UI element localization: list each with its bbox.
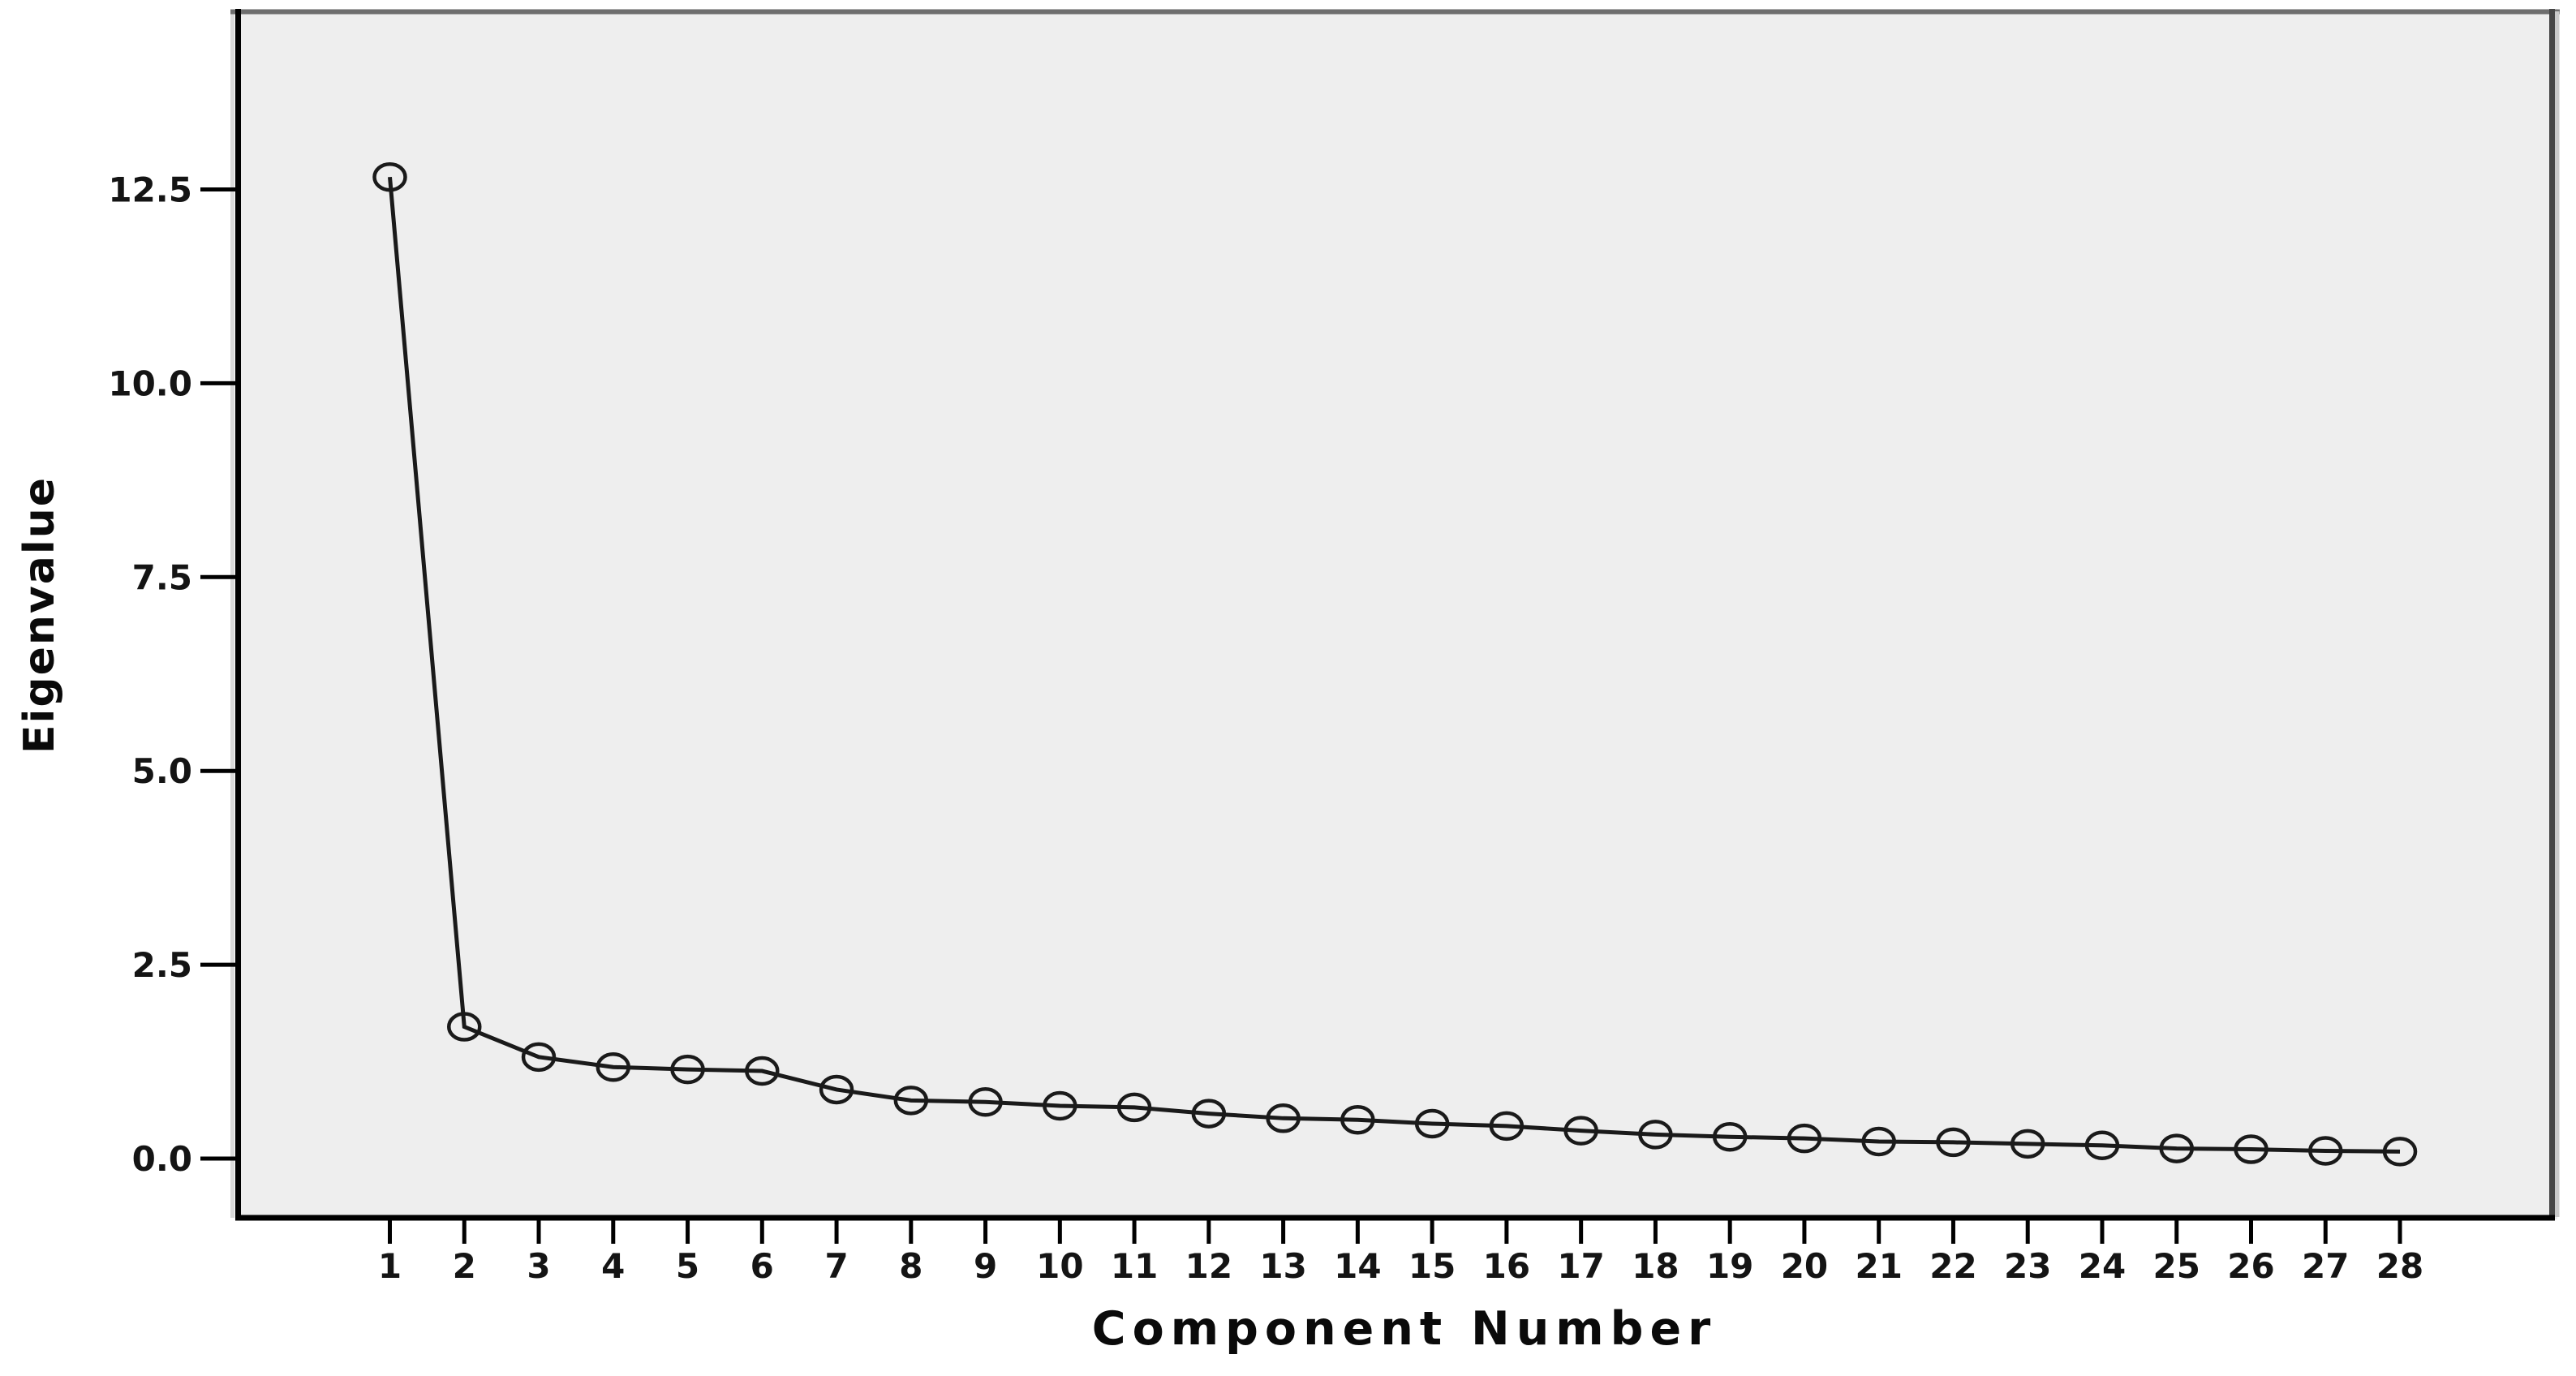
x-tick-label: 28 [2376, 1246, 2423, 1286]
x-tick-label: 15 [1408, 1246, 1456, 1286]
x-tick-label: 19 [1706, 1246, 1753, 1286]
x-axis-title: Component Number [1092, 1302, 1718, 1356]
x-tick-label: 8 [899, 1246, 922, 1286]
x-tick-label: 1 [378, 1246, 402, 1286]
y-axis-title: Eigenvalue [15, 476, 64, 754]
x-tick-label: 4 [601, 1246, 625, 1286]
x-tick-label: 24 [2079, 1246, 2126, 1286]
series-line [388, 176, 2401, 1154]
y-tick-label: 0.0 [132, 1139, 192, 1179]
x-tick-label: 17 [1557, 1246, 1604, 1286]
x-tick-label: 2 [453, 1246, 476, 1286]
x-tick-label: 6 [750, 1246, 774, 1286]
x-tick-label: 9 [974, 1246, 997, 1286]
x-axis-ticks: 1 2 3 4 5 6 7 8 9 10 11 12 13 14 15 16 17 18 19 20 21 22 23 24 2… [378, 1220, 2423, 1286]
x-tick-label: 14 [1334, 1246, 1381, 1286]
x-tick-label: 16 [1483, 1246, 1530, 1286]
y-tick-label: 10.0 [108, 363, 192, 403]
x-tick-label: 5 [676, 1246, 699, 1286]
x-tick-label: 22 [1929, 1246, 1976, 1286]
x-tick-label: 23 [2004, 1246, 2051, 1286]
x-tick-label: 20 [1781, 1246, 1828, 1286]
y-tick-label: 5.0 [132, 751, 192, 791]
x-tick-label: 27 [2302, 1246, 2349, 1286]
x-tick-label: 3 [527, 1246, 550, 1286]
x-tick-label: 10 [1036, 1246, 1083, 1286]
x-tick-label: 18 [1632, 1246, 1679, 1286]
x-tick-label: 12 [1185, 1246, 1232, 1286]
plot-area [235, 9, 2557, 1219]
x-tick-label: 21 [1855, 1246, 1902, 1286]
x-tick-label: 11 [1111, 1246, 1158, 1286]
y-tick-label: 7.5 [132, 557, 192, 597]
x-tick-label: 13 [1259, 1246, 1306, 1286]
y-tick-label: 2.5 [132, 945, 192, 985]
y-axis-ticks: 0.0 2.5 5.0 7.5 10.0 12.5 [108, 170, 236, 1179]
x-tick-label: 26 [2227, 1246, 2274, 1286]
eigenvalue-series [372, 161, 2418, 1167]
y-tick-label: 12.5 [108, 170, 192, 210]
x-tick-label: 25 [2153, 1246, 2200, 1286]
x-tick-label: 7 [824, 1246, 848, 1286]
